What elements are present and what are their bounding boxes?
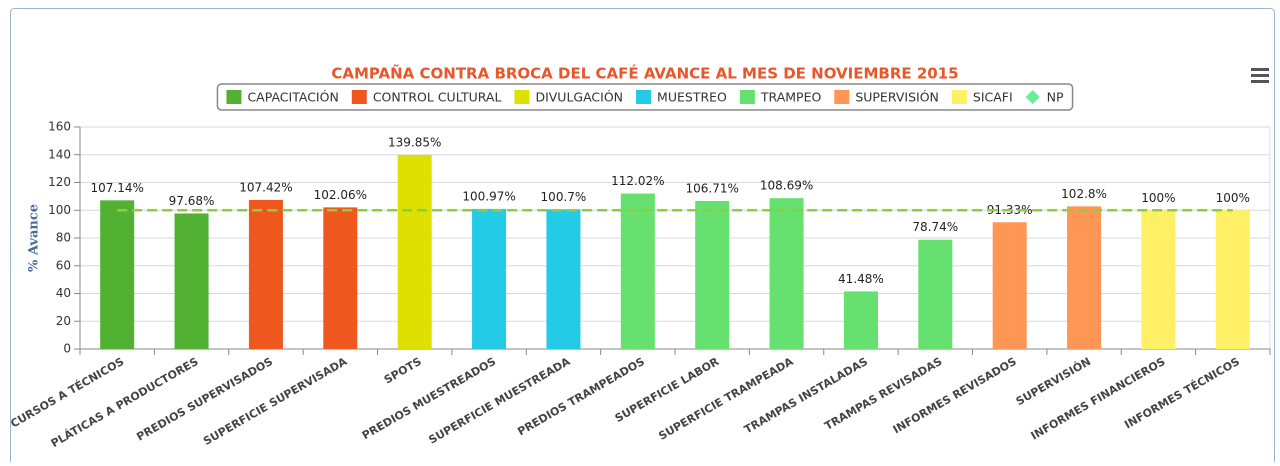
data-label: 100% xyxy=(1216,191,1250,205)
bar xyxy=(769,198,804,349)
data-label: 139.85% xyxy=(388,135,441,149)
legend-item: DIVULGACIÓN xyxy=(514,90,623,105)
bar xyxy=(323,207,358,349)
legend-item: CONTROL CULTURAL xyxy=(351,90,502,105)
data-label: 100% xyxy=(1141,191,1175,205)
legend-marker xyxy=(834,90,850,104)
y-tick-label: 20 xyxy=(56,314,71,328)
y-tick-label: 40 xyxy=(56,286,71,300)
legend-label: TRAMPEO xyxy=(760,90,822,105)
legend-item: CAPACITACIÓN xyxy=(226,90,339,105)
legend-item: TRAMPEO xyxy=(739,90,822,105)
bar xyxy=(100,200,135,349)
legend-marker xyxy=(226,90,242,104)
legend-marker xyxy=(1025,90,1040,104)
menu-bar xyxy=(1251,68,1269,71)
menu-button[interactable] xyxy=(1251,68,1269,83)
data-label: 102.06% xyxy=(314,188,367,202)
bar xyxy=(472,208,507,349)
legend-item: NP xyxy=(1025,90,1064,105)
legend: CAPACITACIÓN CONTROL CULTURAL DIVULGACIÓN M… xyxy=(216,83,1074,111)
bar xyxy=(918,239,953,349)
bar xyxy=(546,209,581,349)
legend-label: CONTROL CULTURAL xyxy=(373,90,502,105)
legend-marker xyxy=(636,90,652,104)
bar xyxy=(1067,206,1102,349)
data-label: 106.71% xyxy=(685,181,738,195)
legend-marker xyxy=(514,90,530,104)
legend-marker xyxy=(351,90,367,104)
legend-label: SUPERVISIÓN xyxy=(855,90,939,105)
legend-label: MUESTREO xyxy=(657,90,727,105)
legend-label: CAPACITACIÓN xyxy=(247,90,338,105)
bar xyxy=(620,193,655,349)
bar xyxy=(397,154,432,349)
legend-label: SICAFI xyxy=(973,90,1013,105)
bar xyxy=(695,200,730,349)
legend-marker xyxy=(951,90,967,104)
legend-item: SICAFI xyxy=(951,90,1013,105)
bar xyxy=(843,291,878,349)
legend-item: MUESTREO xyxy=(636,90,727,105)
legend-item: SUPERVISIÓN xyxy=(834,90,939,105)
data-label: 100.7% xyxy=(541,190,587,204)
menu-bar xyxy=(1251,74,1269,77)
y-tick-label: 160 xyxy=(48,120,71,134)
data-label: 107.42% xyxy=(239,180,292,194)
y-tick-label: 120 xyxy=(48,175,71,189)
data-label: 41.48% xyxy=(838,272,884,286)
bar xyxy=(174,213,209,349)
legend-label: DIVULGACIÓN xyxy=(535,90,623,105)
data-label: 108.69% xyxy=(760,179,813,193)
data-label: 102.8% xyxy=(1061,187,1107,201)
bar xyxy=(1141,210,1176,349)
y-tick-label: 80 xyxy=(56,231,71,245)
bar xyxy=(1215,210,1250,349)
legend-label: NP xyxy=(1047,90,1064,105)
data-label: 107.14% xyxy=(90,181,143,195)
y-tick-label: 140 xyxy=(48,147,71,161)
data-label: 112.02% xyxy=(611,174,664,188)
bar xyxy=(992,222,1027,349)
bar xyxy=(248,199,283,349)
data-label: 97.68% xyxy=(169,194,215,208)
y-tick-label: 100 xyxy=(48,203,71,217)
data-label: 100.97% xyxy=(462,189,515,203)
menu-bar xyxy=(1251,80,1269,83)
y-tick-label: 60 xyxy=(56,258,71,272)
y-axis-label: % Avance xyxy=(27,204,42,272)
chart-title: CAMPAÑA CONTRA BROCA DEL CAFÉ AVANCE AL … xyxy=(331,64,958,83)
data-label: 78.74% xyxy=(912,220,958,234)
y-tick-label: 0 xyxy=(63,342,71,356)
legend-marker xyxy=(739,90,755,104)
